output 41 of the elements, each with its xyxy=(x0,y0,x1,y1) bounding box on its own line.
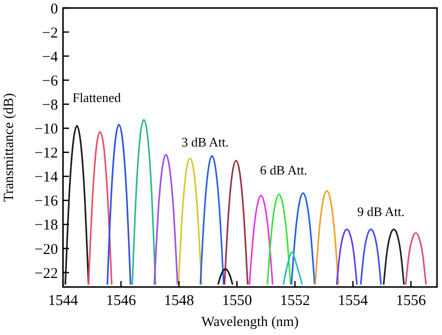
line-series xyxy=(88,131,113,286)
y-tick-label: −10 xyxy=(34,122,58,138)
y-tick-label: −20 xyxy=(34,242,58,258)
y-tick-label: −8 xyxy=(42,97,58,114)
line-series xyxy=(106,124,132,286)
y-tick-label: −2 xyxy=(42,25,58,42)
x-axis-title: Wavelength (nm) xyxy=(201,315,299,330)
line-series xyxy=(314,190,340,286)
x-tick-label: 1550 xyxy=(222,293,252,309)
y-tick-label: −18 xyxy=(34,218,58,234)
x-tick-label: 1556 xyxy=(396,293,426,309)
y-tick-label: −16 xyxy=(34,194,58,210)
y-tick-label: 0 xyxy=(50,1,58,18)
line-series xyxy=(154,154,178,286)
x-tick-label: 1544 xyxy=(48,293,78,309)
line-series xyxy=(131,119,156,286)
line-series xyxy=(360,228,382,286)
line-series xyxy=(266,194,292,286)
line-series xyxy=(64,125,90,286)
line-series xyxy=(178,158,202,286)
annotation: Flattened xyxy=(72,90,122,105)
line-series xyxy=(382,228,405,286)
y-tick-label: −6 xyxy=(42,73,58,90)
x-tick-label: 1546 xyxy=(106,293,136,309)
annotation: 6 dB Att. xyxy=(260,162,308,178)
line-series xyxy=(404,232,427,286)
y-tick-label: −22 xyxy=(34,266,58,282)
y-tick-label: −12 xyxy=(34,146,58,162)
annotation: 9 dB Att. xyxy=(357,204,405,220)
line-series xyxy=(290,192,316,286)
y-tick-label: −14 xyxy=(34,170,58,186)
line-series xyxy=(248,194,274,286)
y-axis-title: Transmittance (dB) xyxy=(2,92,17,202)
line-series xyxy=(336,228,358,286)
line-series xyxy=(200,155,224,286)
line-series xyxy=(224,160,248,286)
x-tick-label: 1552 xyxy=(280,293,310,309)
y-tick-label: −4 xyxy=(42,49,58,66)
x-tick-label: 1554 xyxy=(338,293,368,309)
annotation: 3 dB Att. xyxy=(181,134,229,150)
x-tick-label: 1548 xyxy=(164,293,194,309)
